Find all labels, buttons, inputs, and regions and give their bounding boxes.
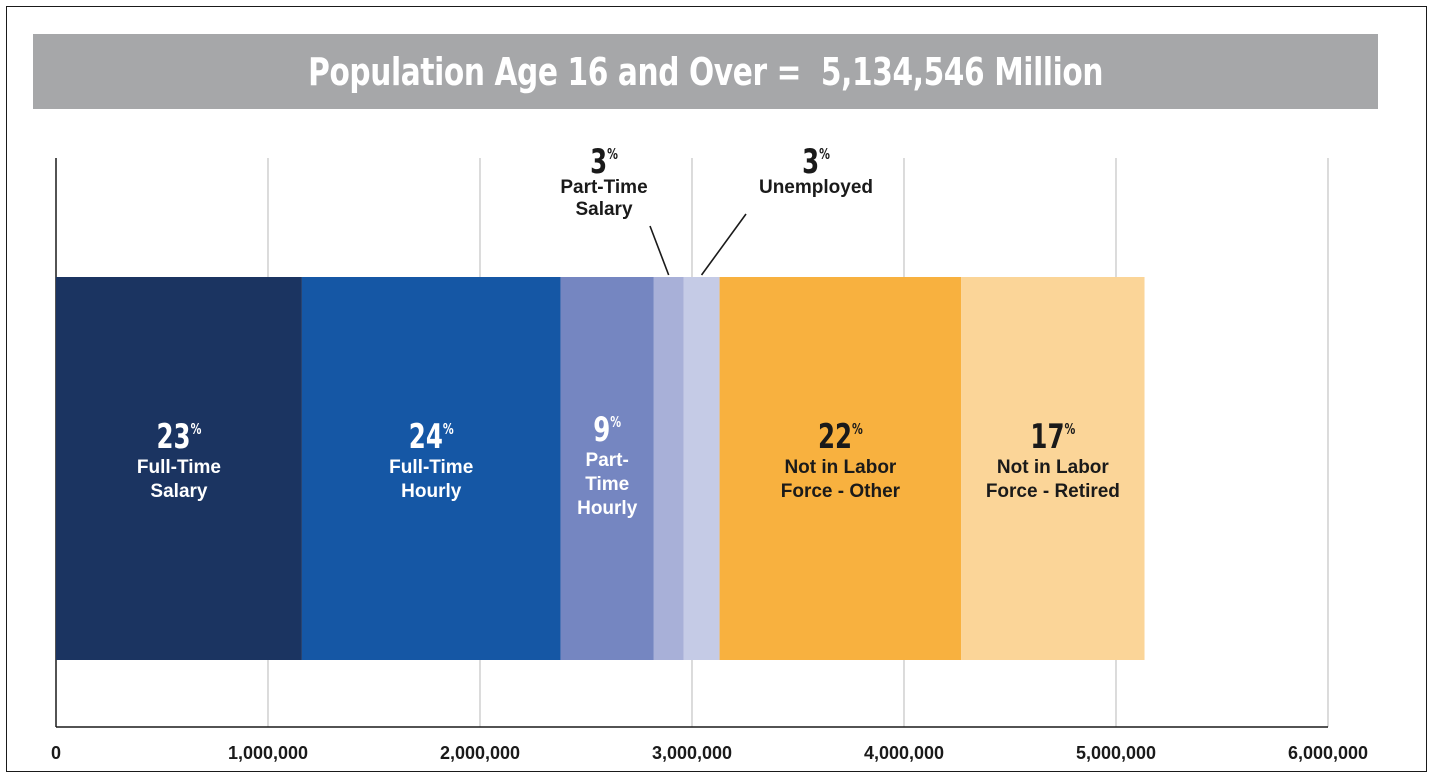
segment-label: Not in Labor (997, 457, 1109, 478)
x-tick-label: 6,000,000 (1288, 743, 1368, 763)
x-tick-label: 5,000,000 (1076, 743, 1156, 763)
bar-segment (719, 277, 962, 660)
x-tick-label: 0 (51, 743, 61, 763)
bar-segment (961, 277, 1145, 660)
callout-label: Part-Time (560, 177, 647, 198)
percent-label: 23% (157, 417, 202, 456)
segment-label: Salary (150, 481, 207, 502)
bar-segment (560, 277, 654, 660)
bar-segment (683, 277, 720, 660)
x-tick-label: 2,000,000 (440, 743, 520, 763)
callout-label: Salary (575, 199, 632, 220)
segment-label: Time (585, 474, 629, 495)
segment-label: Force - Retired (986, 481, 1120, 502)
chart-title: Population Age 16 and Over = 5,134,546 M… (308, 49, 1103, 94)
percent-label: 24% (409, 417, 454, 456)
callout-leader-line (649, 225, 670, 276)
callout-percent-label: 3% (590, 142, 618, 181)
bar-segment (56, 277, 302, 660)
segment-label: Force - Other (781, 481, 901, 502)
segment-label: Full-Time (389, 457, 473, 478)
x-tick-label: 4,000,000 (864, 743, 944, 763)
x-tick-label: 1,000,000 (228, 743, 308, 763)
title-bar: Population Age 16 and Over = 5,134,546 M… (33, 34, 1378, 109)
callout-leader-line (700, 213, 747, 276)
segment-label: Hourly (577, 498, 638, 519)
bar-segment (301, 277, 561, 660)
segment-label: Hourly (401, 481, 462, 502)
segment-label: Full-Time (137, 457, 221, 478)
segment-label: Not in Labor (784, 457, 896, 478)
percent-label: 9% (593, 410, 621, 449)
bar-segment (653, 277, 684, 660)
x-tick-label: 3,000,000 (652, 743, 732, 763)
percent-label: 17% (1030, 417, 1075, 456)
callout-percent-label: 3% (802, 142, 830, 181)
callout-label: Unemployed (759, 177, 873, 198)
segment-label: Part- (586, 450, 629, 471)
percent-label: 22% (818, 417, 863, 456)
